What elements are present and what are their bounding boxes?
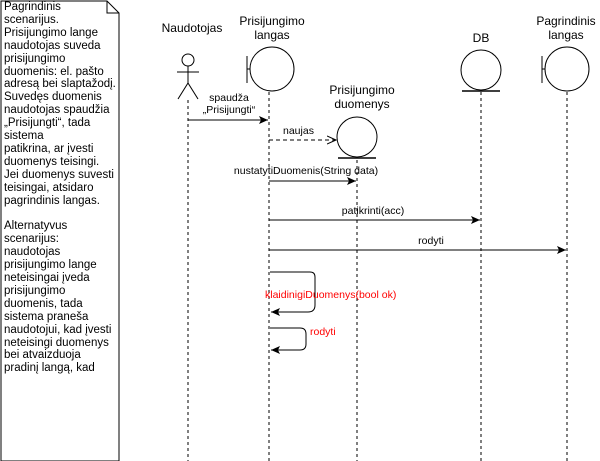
participant-main-label-2: langas: [548, 28, 583, 42]
boundary-main-icon: [541, 46, 590, 92]
boundary-login-icon: [246, 46, 295, 92]
participant-user-label: Naudotojas: [162, 21, 223, 35]
message-click-login-label-1: spaudža: [209, 92, 249, 104]
message-set-data-label: nustatytiDuomenis(String data): [234, 165, 378, 177]
message-show-start-arrow: [270, 327, 307, 354]
note-fold: [106, 1, 119, 14]
actor-user-icon: [177, 53, 199, 100]
message-show-start-label: rodyti: [310, 326, 336, 338]
participant-data-label-1: Prisijungimo: [329, 83, 395, 97]
message-invalid-data-arrow: [270, 271, 316, 316]
message-create-label: naujas: [283, 125, 314, 137]
message-show-main-label: rodyti: [418, 235, 444, 247]
note-shape: [0, 0, 120, 461]
entity-db-icon: [460, 49, 502, 92]
scenario-note: Pagrindinis scenarijus. Prisijungimo lan…: [4, 1, 116, 375]
message-check-label: patikrinti(acc): [342, 205, 404, 217]
participant-data-label-2: duomenys: [334, 97, 389, 111]
message-invalid-data-label: klaidinigiDuomenys(bool ok): [265, 289, 396, 301]
message-click-login-label-2: „Prisijungti“: [203, 104, 256, 116]
participant-db-label: DB: [473, 31, 490, 45]
participant-login-label-1: Prisijungimo: [239, 14, 305, 28]
entity-data-icon: [336, 116, 378, 159]
participant-main-label-1: Pagrindinis: [536, 14, 595, 28]
participant-login-label-2: langas: [254, 28, 289, 42]
